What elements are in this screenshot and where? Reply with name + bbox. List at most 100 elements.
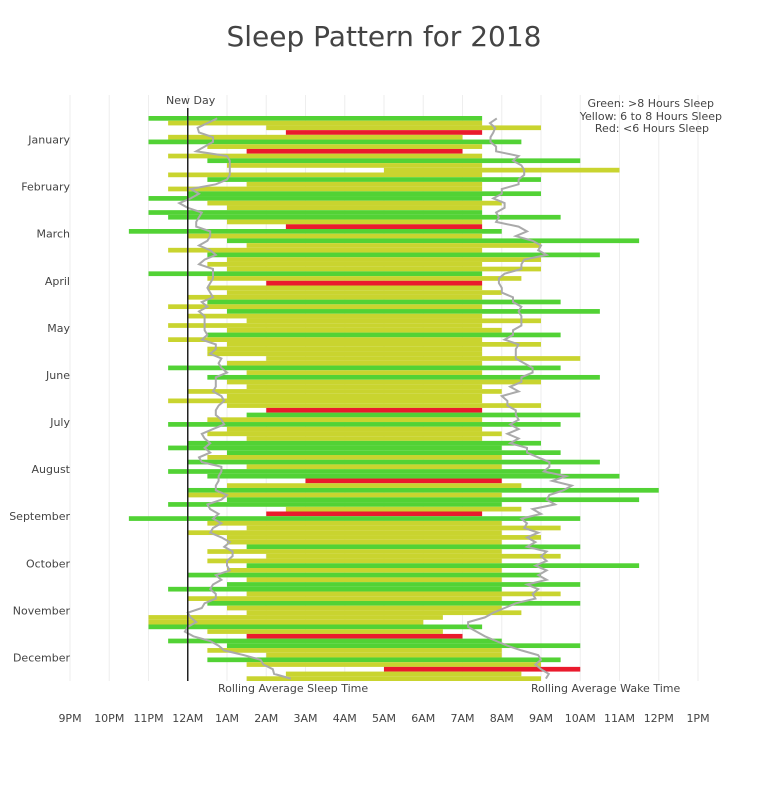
- rolling-sleep-label: Rolling Average Sleep Time: [218, 682, 368, 695]
- sleep-bar: [227, 327, 502, 333]
- sleep-bar: [207, 332, 561, 338]
- sleep-bar: [227, 360, 483, 366]
- sleep-bar: [227, 257, 541, 262]
- sleep-bar: [148, 619, 424, 625]
- x-tick-label: 2AM: [254, 712, 278, 725]
- sleep-bar: [246, 464, 502, 470]
- sleep-bar: [227, 238, 640, 244]
- sleep-bar: [266, 356, 581, 361]
- sleep-bar: [168, 469, 561, 474]
- x-tick-label: 6AM: [411, 712, 435, 725]
- sleep-bar: [227, 605, 502, 611]
- x-tick-label: 11PM: [133, 712, 163, 725]
- sleep-bar: [207, 455, 502, 460]
- x-tick-label: 10PM: [94, 712, 124, 725]
- sleep-bar: [246, 181, 483, 187]
- sleep-bar: [227, 483, 522, 488]
- x-tick-label: 5AM: [372, 712, 396, 725]
- sleep-bar: [207, 177, 541, 182]
- month-label: October: [26, 557, 70, 570]
- x-tick-label: 3AM: [293, 712, 317, 725]
- sleep-bar: [384, 666, 581, 672]
- sleep-bar: [384, 167, 620, 173]
- sleep-bar: [207, 252, 600, 258]
- sleep-bar: [168, 502, 502, 507]
- sleep-bar: [227, 266, 541, 272]
- month-label: January: [27, 134, 70, 147]
- x-tick-label: 1PM: [686, 712, 709, 725]
- sleep-bar: [246, 544, 581, 550]
- sleep-bar: [168, 638, 502, 644]
- sleep-bar: [207, 549, 502, 554]
- sleep-bar: [246, 563, 640, 568]
- sleep-bar: [168, 304, 483, 310]
- sleep-bar: [227, 393, 483, 399]
- sleep-bar: [207, 629, 443, 634]
- sleep-bar: [207, 558, 502, 564]
- x-tick-label: 12PM: [644, 712, 674, 725]
- sleep-bar: [246, 318, 541, 324]
- sleep-bar: [227, 379, 541, 385]
- sleep-bar: [207, 600, 581, 606]
- sleep-bar: [168, 172, 483, 178]
- sleep-bar: [246, 577, 502, 583]
- sleep-bar: [168, 186, 483, 192]
- sleep-bar: [246, 148, 463, 154]
- legend-red: Red: <6 Hours Sleep: [595, 122, 709, 135]
- sleep-bar: [148, 615, 443, 620]
- x-tick-label: 12AM: [172, 712, 203, 725]
- sleep-bar: [227, 309, 600, 314]
- legend: Green: >8 Hours Sleep Yellow: 6 to 8 Hou…: [579, 97, 722, 135]
- rolling-wake-line: [467, 117, 575, 680]
- rolling-sleep-line: [177, 117, 292, 680]
- sleep-bar: [207, 351, 483, 357]
- sleep-bar: [187, 389, 502, 394]
- sleep-bar: [187, 530, 502, 536]
- sleep-bar: [227, 403, 541, 408]
- sleep-bar: [246, 243, 541, 248]
- sleep-bar: [187, 487, 659, 493]
- sleep-bar: [266, 407, 483, 413]
- sleep-bar: [285, 506, 522, 512]
- month-label: June: [45, 369, 70, 382]
- sleep-bar: [246, 525, 561, 531]
- sleep-bar: [266, 553, 561, 559]
- sleep-bar: [168, 134, 463, 140]
- sleep-bar: [227, 205, 483, 211]
- sleep-bar: [227, 450, 561, 455]
- month-label: May: [47, 322, 70, 335]
- sleep-bar: [266, 125, 541, 131]
- sleep-bar: [227, 497, 640, 503]
- sleep-bar: [187, 459, 600, 465]
- sleep-bar: [266, 652, 502, 658]
- sleep-bar: [187, 191, 541, 197]
- sleep-bar: [207, 285, 483, 291]
- month-label: February: [21, 181, 70, 194]
- sleep-bar: [187, 233, 483, 239]
- sleep-bar: [148, 139, 522, 145]
- sleep-bar: [168, 365, 561, 371]
- sleep-bar: [187, 440, 541, 446]
- x-tick-label: 7AM: [450, 712, 474, 725]
- sleep-bar: [266, 280, 483, 286]
- legend-yellow: Yellow: 6 to 8 Hours Sleep: [579, 110, 722, 123]
- sleep-bar: [227, 290, 502, 295]
- sleep-bar: [207, 374, 600, 380]
- sleep-bar: [207, 299, 561, 305]
- sleep-bar: [246, 412, 581, 418]
- sleep-bar: [187, 313, 483, 319]
- chart-title: Sleep Pattern for 2018: [227, 20, 542, 53]
- x-tick-label: 8AM: [490, 712, 514, 725]
- sleep-bar: [246, 633, 463, 639]
- sleep-bar: [148, 271, 483, 277]
- sleep-bar: [246, 384, 483, 390]
- x-tick-label: 10AM: [565, 712, 596, 725]
- sleep-bar: [148, 210, 483, 215]
- sleep-bar: [227, 535, 541, 540]
- sleep-bar: [168, 337, 483, 342]
- sleep-bar: [207, 417, 483, 423]
- sleep-bar: [168, 398, 483, 404]
- sleep-bar: [227, 582, 581, 587]
- sleep-bar: [187, 596, 502, 601]
- sleep-bar: [148, 196, 483, 201]
